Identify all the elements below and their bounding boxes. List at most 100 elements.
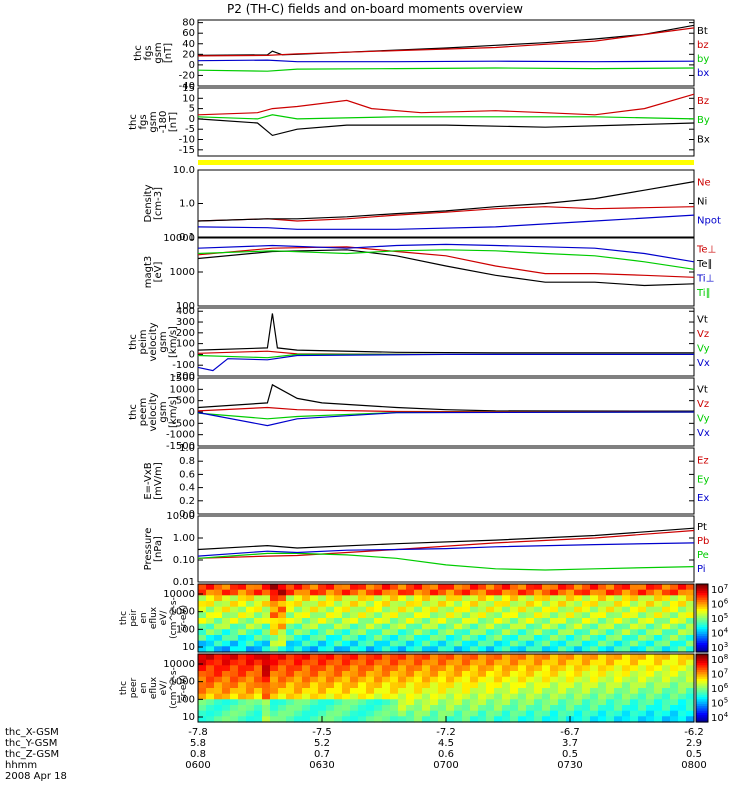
spectrogram-cell: [550, 612, 559, 619]
spectrogram-cell: [430, 640, 439, 647]
spectrogram-cell: [494, 606, 503, 613]
spectrogram-cell: [270, 629, 279, 636]
spectrogram-cell: [310, 659, 319, 666]
spectrogram-cell: [430, 688, 439, 695]
spectrogram-cell: [342, 716, 351, 723]
spectrogram-cell: [222, 635, 231, 642]
spectrogram-cell: [254, 671, 263, 678]
colorbar-cell: [696, 719, 708, 723]
spectrogram-cell: [334, 710, 343, 717]
spectrogram-cell: [262, 676, 271, 683]
spectrogram-cell: [422, 606, 431, 613]
spectrogram-cell: [422, 584, 431, 591]
spectrogram-cell: [318, 612, 327, 619]
spectrogram-cell: [590, 676, 599, 683]
spectrogram-cell: [302, 682, 311, 689]
spectrogram-cell: [494, 584, 503, 591]
spectrogram-cell: [550, 654, 559, 661]
spectrogram-cell: [278, 640, 287, 647]
spectrogram-cell: [630, 705, 639, 712]
spectrogram-cell: [598, 665, 607, 672]
spectrogram-cell: [462, 665, 471, 672]
spectrogram-cell: [262, 699, 271, 706]
spectrogram-cell: [470, 629, 479, 636]
spectrogram-cell: [670, 584, 679, 591]
y-tick-label: 10000: [163, 233, 195, 244]
spectrogram-cell: [614, 693, 623, 700]
spectrogram-cell: [278, 601, 287, 608]
spectrogram-cell: [526, 635, 535, 642]
spectrogram-cell: [366, 716, 375, 723]
spectrogram-cell: [454, 606, 463, 613]
spectrogram-cell: [430, 623, 439, 630]
spectrogram-cell: [430, 635, 439, 642]
spectrogram-cell: [478, 693, 487, 700]
spectrogram-cell: [366, 584, 375, 591]
spectrogram-cell: [318, 699, 327, 706]
spectrogram-cell: [286, 710, 295, 717]
spectrogram-cell: [470, 665, 479, 672]
spectrogram-cell: [286, 595, 295, 602]
y-tick-label: 5: [189, 104, 195, 115]
colorbar-cell: [696, 642, 708, 646]
spectrogram-cell: [662, 705, 671, 712]
spectrogram-cell: [358, 606, 367, 613]
spectrogram-cell: [198, 601, 207, 608]
spectrogram-cell: [590, 623, 599, 630]
spectrogram-cell: [614, 629, 623, 636]
spectrogram-cell: [366, 635, 375, 642]
spectrogram-cell: [686, 716, 695, 723]
spectrogram-cell: [350, 693, 359, 700]
spectrogram-cell: [294, 682, 303, 689]
spectrogram-cell: [486, 682, 495, 689]
spectrogram-cell: [270, 612, 279, 619]
spectrogram-cell: [502, 640, 511, 647]
spectrogram-cell: [638, 688, 647, 695]
spectrogram-cell: [294, 601, 303, 608]
spectrogram-cell: [422, 710, 431, 717]
x-axis-value: 0.8: [190, 749, 206, 760]
spectrogram-cell: [558, 606, 567, 613]
spectrogram-cell: [414, 665, 423, 672]
spectrogram-cell: [558, 688, 567, 695]
spectrogram-cell: [414, 693, 423, 700]
spectrogram-cell: [646, 612, 655, 619]
spectrogram-cell: [534, 710, 543, 717]
legend-entry-Bz: Bz: [697, 96, 709, 107]
spectrogram-cell: [430, 682, 439, 689]
spectrogram-cell: [510, 646, 519, 653]
spectrogram-cell: [382, 710, 391, 717]
spectrogram-cell: [566, 693, 575, 700]
spectrogram-cell: [606, 665, 615, 672]
spectrogram-cell: [246, 665, 255, 672]
spectrogram-cell: [222, 606, 231, 613]
legend-entry-Bt: Bt: [697, 26, 708, 37]
spectrogram-cell: [446, 612, 455, 619]
spectrogram-cell: [470, 688, 479, 695]
series-line-By: [197, 114, 695, 120]
spectrogram-cell: [598, 629, 607, 636]
colorbar-tick-label: 107: [711, 583, 728, 596]
spectrogram-cell: [606, 705, 615, 712]
spectrogram-cell: [206, 601, 215, 608]
series-line-Pi: [197, 542, 695, 557]
spectrogram-cell: [502, 623, 511, 630]
spectrogram-cell: [558, 654, 567, 661]
spectrogram-cell: [454, 646, 463, 653]
spectrogram-cell: [678, 682, 687, 689]
spectrogram-cell: [342, 699, 351, 706]
spectrogram-cell: [446, 659, 455, 666]
spectrogram-cell: [646, 654, 655, 661]
spectrogram-cell: [486, 688, 495, 695]
spectrogram-cell: [238, 688, 247, 695]
spectrogram-cell: [542, 682, 551, 689]
spectrogram-cell: [310, 623, 319, 630]
spectrogram-cell: [334, 629, 343, 636]
spectrogram-cell: [534, 699, 543, 706]
spectrogram-cell: [358, 693, 367, 700]
spectrogram-cell: [678, 705, 687, 712]
spectrogram-cell: [246, 705, 255, 712]
series-line-Ne: [197, 206, 695, 222]
spectrogram-cell: [286, 676, 295, 683]
